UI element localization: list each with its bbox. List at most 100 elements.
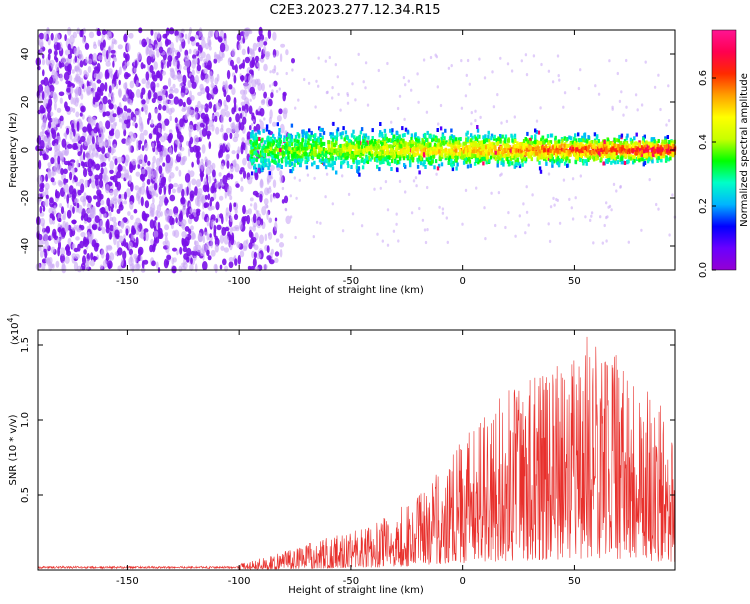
spectrogram-noise-cell <box>233 213 239 220</box>
spectrogram-noise-cell <box>134 255 138 264</box>
spectrogram-noise-cell <box>410 88 413 92</box>
spectrogram-noise-cell <box>491 70 494 74</box>
spectrogram-noise-cell <box>665 123 668 127</box>
spectrogram-signal-cell <box>451 167 455 172</box>
spectrogram-signal-cell <box>514 139 517 143</box>
spectrogram-signal-cell <box>393 134 396 139</box>
spectrogram-noise-cell <box>219 42 226 53</box>
spectrogram-noise-cell <box>206 233 210 241</box>
spectrogram-signal-cell <box>303 152 306 157</box>
spectrogram-noise-cell <box>48 84 55 93</box>
spectrogram-signal-cell <box>527 148 531 152</box>
spectrogram-noise-cell <box>180 196 186 205</box>
spectrogram-noise-cell <box>412 179 416 183</box>
spectrogram-noise-cell <box>126 42 131 52</box>
spectrogram-noise-cell <box>118 194 122 199</box>
spectrogram-noise-cell <box>188 214 195 220</box>
spectrogram-noise-cell <box>238 107 242 112</box>
spectrogram-noise-cell <box>44 148 49 154</box>
spectrogram-signal-cell <box>258 145 261 150</box>
spectrogram-signal-cell <box>341 143 344 148</box>
spectrogram-noise-cell <box>124 81 128 90</box>
spectrogram-noise-cell <box>213 191 217 200</box>
spectrogram-signal-cell <box>635 132 638 137</box>
spectrogram-signal-cell <box>536 151 539 156</box>
spectrogram-signal-cell <box>346 155 349 160</box>
spectrogram-signal-cell <box>294 134 298 139</box>
spectrogram-signal-cell <box>312 134 316 139</box>
spectrogram-signal-cell <box>347 141 350 146</box>
spectrogram-noise-cell <box>168 27 175 35</box>
spectrogram-noise-cell <box>215 126 220 135</box>
spectrogram-noise-cell <box>189 190 195 199</box>
spectrogram-signal-cell <box>522 151 525 156</box>
spectrogram-signal-cell <box>629 154 633 159</box>
spectrogram-signal-cell <box>276 163 279 168</box>
spectrogram-noise-cell <box>263 263 268 270</box>
spectrogram-noise-cell <box>283 195 289 204</box>
spectrogram-noise-cell <box>83 249 87 255</box>
spectrogram-noise-cell <box>315 79 318 83</box>
spectrogram-noise-cell <box>82 255 86 265</box>
spectrogram-noise-cell <box>195 42 200 47</box>
spectrogram-signal-cell <box>296 144 299 149</box>
spectrogram-noise-cell <box>226 153 230 159</box>
spectrogram-noise-cell <box>88 31 95 39</box>
spectrogram-noise-cell <box>71 69 75 74</box>
spectrogram-noise-cell <box>357 52 360 57</box>
spectrogram-signal-cell <box>330 134 333 139</box>
spectrogram-noise-cell <box>149 219 155 229</box>
spectrogram-signal-cell <box>625 153 628 158</box>
spectrogram-noise-cell <box>173 96 179 105</box>
spectrogram-signal-cell <box>490 150 493 155</box>
spectrogram-noise-cell <box>404 83 407 87</box>
spectrogram-noise-cell <box>213 58 218 64</box>
spectrogram-noise-cell <box>118 79 121 86</box>
spectrogram-signal-cell <box>623 139 627 143</box>
spectrogram-signal-cell <box>643 145 646 150</box>
spectrogram-noise-cell <box>236 149 241 154</box>
spectrogram-signal-cell <box>288 142 291 147</box>
spectrogram-signal-cell <box>289 169 292 174</box>
spectrogram-noise-cell <box>510 69 514 73</box>
spectrogram-signal-cell <box>311 154 315 159</box>
spectrogram-signal-cell <box>377 143 380 148</box>
spectrogram-noise-cell <box>171 257 175 265</box>
spectrogram-noise-cell <box>535 119 539 123</box>
spectrogram-noise-cell <box>93 41 97 47</box>
spectrogram-noise-cell <box>263 117 266 121</box>
spectrogram-noise-cell <box>99 219 104 229</box>
spectrogram-noise-cell <box>131 158 137 166</box>
spectrogram-signal-cell <box>575 140 578 145</box>
spectrogram-signal-cell <box>440 162 444 167</box>
spectrogram-noise-cell <box>98 133 102 138</box>
spectrogram-signal-cell <box>293 138 296 143</box>
spectrogram-signal-cell <box>482 147 485 152</box>
spectrogram-signal-cell <box>652 137 656 142</box>
spectrogram-signal-cell <box>289 139 292 144</box>
spectrogram-signal-cell <box>671 147 675 152</box>
spectrogram-signal-cell <box>478 140 482 145</box>
spectrogram-noise-cell <box>164 33 168 39</box>
spectrogram-noise-cell <box>146 185 149 195</box>
spectrogram-signal-cell <box>453 146 456 151</box>
spectrogram-noise-cell <box>334 63 337 67</box>
spectrogram-noise-cell <box>224 44 229 52</box>
spectrogram-signal-cell <box>314 144 317 149</box>
spectrogram-signal-cell <box>394 147 398 152</box>
spectrogram-signal-cell <box>466 130 469 135</box>
spectrogram-signal-cell <box>502 160 505 165</box>
spectrogram-noise-cell <box>244 109 248 118</box>
spectrogram-signal-cell <box>312 142 315 147</box>
spectrogram-signal-cell <box>281 145 285 149</box>
spectrogram-noise-cell <box>558 221 562 225</box>
spectrogram-signal-cell <box>460 155 464 160</box>
spectrogram-signal-cell <box>588 150 591 155</box>
spectrogram-noise-cell <box>484 237 487 241</box>
spectrogram-signal-cell <box>457 137 460 142</box>
spectrogram-signal-cell <box>250 158 254 163</box>
spectrogram-signal-cell <box>591 153 594 158</box>
spectrogram-signal-cell <box>359 153 362 158</box>
spectrogram-signal-cell <box>300 142 304 147</box>
spectrogram-noise-cell <box>106 139 112 149</box>
